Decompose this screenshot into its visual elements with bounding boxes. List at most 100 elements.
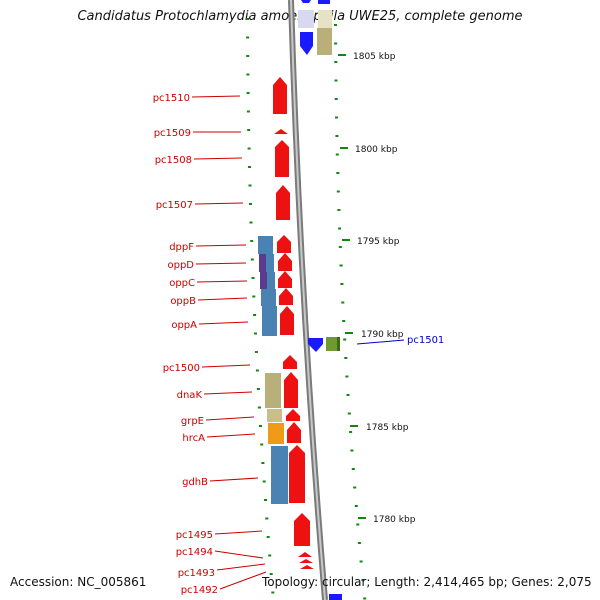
gene-label-grpE: grpE <box>181 416 204 427</box>
gene-labels: pc1510 pc1509 pc1508 pc1507 dppF oppD op… <box>153 93 445 596</box>
scale-label-1785: 1785 kbp <box>366 423 409 433</box>
gene-label-gdhB: gdhB <box>182 477 208 488</box>
cds-block-oppA <box>262 306 277 336</box>
left-track-tick <box>249 203 252 205</box>
leader-pc1508 <box>193 157 243 160</box>
gene-arrow-pc1495 <box>294 513 310 546</box>
gene-arrow-pc1510 <box>273 77 287 114</box>
gene-label-pc1500: pc1500 <box>163 363 200 374</box>
right-track-tick <box>340 283 344 285</box>
cds-block-dppF <box>258 236 273 254</box>
gene-arrow-dnaK <box>284 372 298 408</box>
right-track-tick <box>349 431 353 433</box>
left-track-tick <box>250 240 254 242</box>
gene-arrow-bottom-blue <box>329 594 342 600</box>
gene-arrow-grpE <box>286 409 300 421</box>
leader-grpE <box>205 416 255 421</box>
left-track-tick <box>246 18 249 20</box>
left-track-tick <box>247 147 251 150</box>
leader-gdhB <box>209 477 259 482</box>
right-track-tick <box>336 190 340 193</box>
left-track-tick <box>268 554 272 557</box>
leader-oppA <box>198 321 249 325</box>
leader-hrcA <box>206 433 256 438</box>
right-track-tick <box>338 246 342 248</box>
right-track-tick <box>359 560 363 563</box>
gene-label-pc1492: pc1492 <box>181 585 218 596</box>
left-track-tick <box>246 92 250 94</box>
gene-label-hrcA: hrcA <box>182 433 205 444</box>
left-track-tick <box>255 369 259 372</box>
left-track-tick <box>254 351 258 353</box>
right-track-tick <box>335 135 339 137</box>
right-track-tick <box>353 486 357 489</box>
right-track-tick <box>334 24 337 26</box>
leader-oppD <box>195 262 247 265</box>
gene-arrow-oppA <box>280 306 294 335</box>
leader-pc1493 <box>216 563 266 571</box>
left-track-tick <box>246 55 250 57</box>
left-track-tick <box>266 536 270 538</box>
gene-arrow-pc1494 <box>298 552 312 557</box>
cds-block-grpE <box>267 409 282 422</box>
gene-label-pc1507: pc1507 <box>156 200 193 211</box>
gene-arrow-pc1508 <box>275 140 289 177</box>
right-track-tick <box>338 227 342 230</box>
gene-arrow-pc1500 <box>283 355 297 369</box>
left-track-tick <box>250 258 254 261</box>
left-track-tick <box>252 295 256 298</box>
scale-label-1805: 1805 kbp <box>353 52 396 62</box>
cds-block-hrcA <box>268 423 284 444</box>
right-track-tick <box>335 153 339 156</box>
left-track-tick <box>269 573 273 575</box>
leader-oppB <box>197 297 248 301</box>
scale-label-1795: 1795 kbp <box>357 237 400 247</box>
right-track-tick <box>346 394 350 396</box>
left-track-tick <box>251 277 255 279</box>
scale-label-1780: 1780 kbp <box>373 515 416 525</box>
cds-block-pc1501-edge <box>337 337 340 351</box>
cds-block-top-shadow <box>318 10 332 28</box>
right-track-tick <box>334 98 338 100</box>
right-track-tick <box>337 209 341 211</box>
leader-pc1507 <box>194 202 244 205</box>
left-track-tick <box>261 462 265 464</box>
cds-block-oppB <box>261 289 276 306</box>
right-track-tick <box>341 301 345 304</box>
left-track-tick <box>254 332 257 335</box>
right-track-tick <box>334 79 338 82</box>
right-track-tick <box>343 338 347 341</box>
right-track-tick <box>335 116 338 119</box>
left-track-tick <box>259 425 262 427</box>
gene-arrow-top-2 <box>318 0 330 4</box>
right-track-tick <box>344 357 348 359</box>
gene-arrow-top-shadow <box>298 10 314 28</box>
gene-label-pc1494: pc1494 <box>176 547 213 558</box>
right-track-tick <box>361 579 365 581</box>
right-track-tick <box>363 597 367 600</box>
left-track-tick <box>253 314 257 316</box>
right-track-tick <box>342 320 346 322</box>
left-track-tick <box>257 406 261 409</box>
left-track-tick <box>246 36 250 39</box>
gene-arrow-pc1509 <box>274 129 288 134</box>
gene-arrow-oppC <box>278 271 292 288</box>
leader-pc1501 <box>356 339 405 345</box>
cds-block-top-khaki <box>317 28 332 55</box>
scale-label-1790: 1790 kbp <box>361 330 404 340</box>
gene-label-pc1493: pc1493 <box>178 568 215 579</box>
gene-label-pc1510: pc1510 <box>153 93 190 104</box>
cds-block-oppC-inner <box>260 272 267 289</box>
gene-label-pc1501: pc1501 <box>407 335 444 346</box>
gene-label-oppB: oppB <box>170 296 196 307</box>
right-track-tick <box>351 468 355 470</box>
leader-pc1495 <box>214 530 263 535</box>
left-track-tick <box>246 73 250 76</box>
gene-label-dppF: dppF <box>169 242 194 253</box>
leader-dnaK <box>203 391 253 395</box>
gene-arrow-top-3 <box>300 32 313 55</box>
topology-text: Topology: circular; Length: 2,414,465 bp… <box>262 575 592 589</box>
left-track-tick <box>265 517 269 520</box>
leader-oppC <box>196 280 248 283</box>
